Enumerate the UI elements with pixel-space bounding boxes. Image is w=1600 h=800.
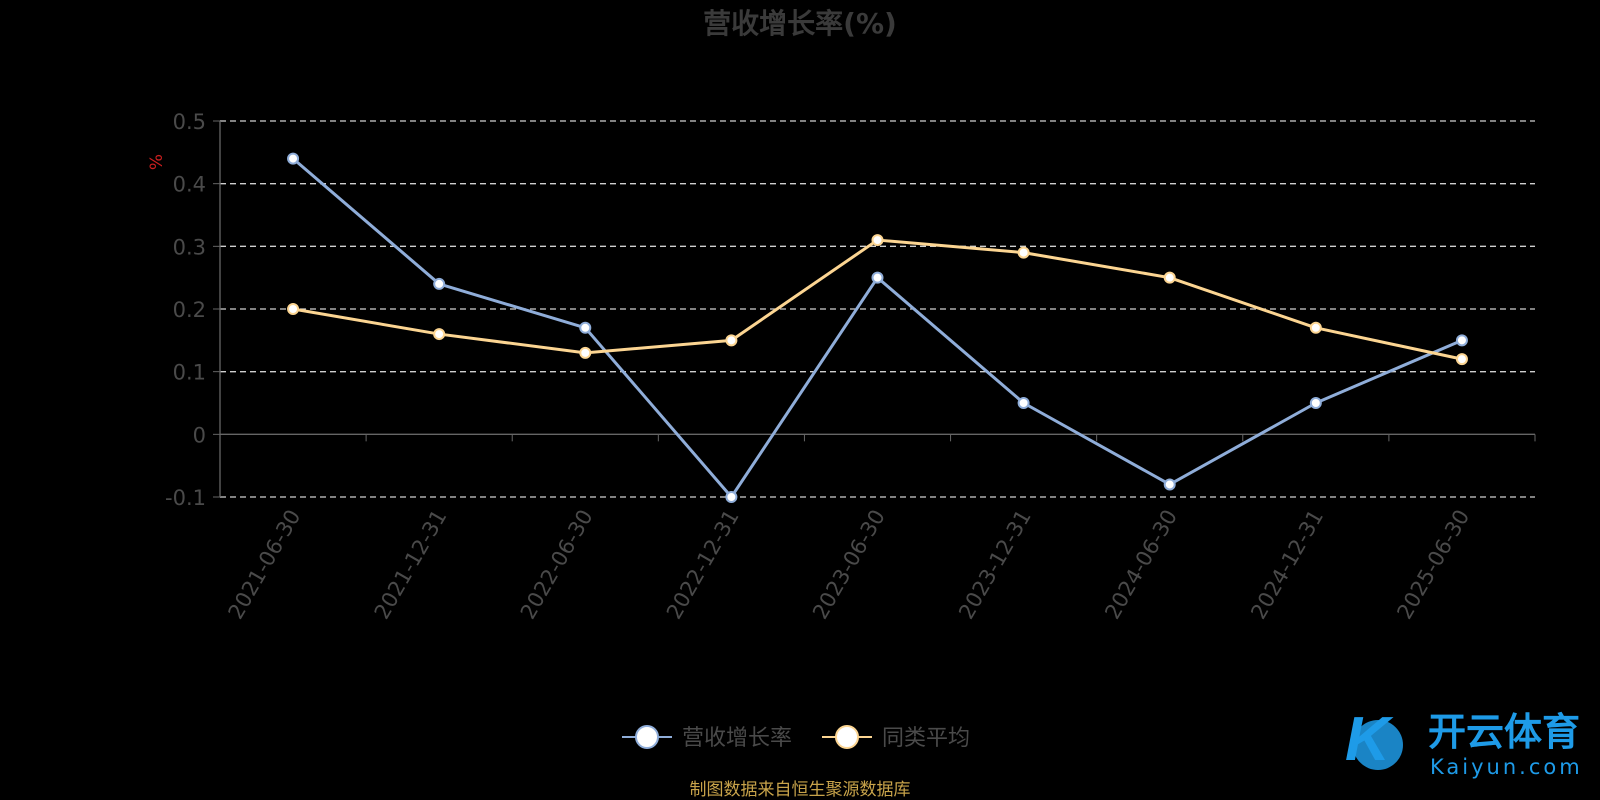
y-tick-label: 0	[193, 423, 206, 447]
legend-label-1: 同类平均	[882, 726, 970, 751]
y-tick-label: 0.5	[173, 110, 206, 134]
x-tick-label: 2021-06-30	[224, 506, 306, 624]
y-tick-label: 0.2	[173, 298, 206, 322]
watermark-name-cn: 开云体育	[1428, 710, 1580, 754]
series-line-0	[292, 157, 1463, 499]
data-point-0[interactable]	[1309, 397, 1322, 409]
y-tick-label: 0.3	[173, 235, 206, 259]
x-tick-label: 2023-06-30	[808, 506, 890, 624]
legend[interactable]: 营收增长率 同类平均	[622, 725, 970, 751]
watermark-name-en: Kaiyun.com	[1430, 755, 1583, 779]
legend-label-0: 营收增长率	[682, 726, 792, 751]
soccer-ball-icon	[1353, 720, 1403, 770]
data-point-0[interactable]	[579, 321, 592, 334]
data-point-0[interactable]	[287, 152, 300, 165]
data-point-1[interactable]	[1163, 271, 1176, 284]
y-tick-label: 0.1	[173, 361, 206, 385]
y-axis-unit: %	[147, 154, 167, 170]
data-point-1[interactable]	[287, 303, 300, 315]
chart-title: 营收增长率(%)	[703, 7, 897, 40]
legend-item-0[interactable]: 营收增长率	[622, 725, 792, 751]
y-tick-labels: 0.5 0.4 0.3 0.2 0.1 0 -0.1	[165, 110, 206, 510]
y-tick-label: -0.1	[165, 486, 206, 510]
data-point-0[interactable]	[1163, 478, 1176, 491]
x-tick-label: 2022-12-31	[662, 506, 744, 624]
legend-marker-1	[835, 725, 859, 749]
data-point-1[interactable]	[1309, 321, 1322, 334]
data-point-1[interactable]	[725, 334, 738, 347]
watermark-logo: K 开云体育 Kaiyun.com	[1345, 705, 1583, 779]
data-point-0[interactable]	[725, 491, 738, 503]
data-point-0[interactable]	[871, 271, 884, 284]
x-tick-label: 2022-06-30	[516, 506, 598, 624]
series-group	[287, 152, 1468, 503]
x-tick-label: 2024-06-30	[1100, 506, 1182, 624]
data-point-1[interactable]	[1455, 353, 1468, 366]
legend-item-1[interactable]: 同类平均	[822, 725, 970, 751]
grid-lines	[213, 120, 1535, 498]
x-tick-label: 2025-06-30	[1392, 506, 1474, 624]
series-line-1	[292, 238, 1463, 361]
data-source-note: 制图数据来自恒生聚源数据库	[690, 780, 911, 800]
legend-marker-0	[635, 725, 659, 749]
x-tick-label: 2024-12-31	[1246, 506, 1328, 624]
x-tick-labels: 2021-06-30 2021-12-31 2022-06-30 2022-12-31…	[224, 505, 1475, 623]
x-tick-label: 2021-12-31	[370, 505, 452, 623]
x-tick-label: 2023-12-31	[954, 506, 1036, 624]
y-tick-label: 0.4	[173, 173, 206, 197]
data-point-0[interactable]	[433, 277, 446, 290]
axes	[219, 121, 1536, 497]
data-point-1[interactable]	[433, 328, 446, 341]
data-point-0[interactable]	[1455, 334, 1468, 347]
data-point-1[interactable]	[579, 346, 592, 359]
data-point-1[interactable]	[1017, 246, 1030, 259]
data-point-1[interactable]	[871, 234, 884, 247]
k-logo-icon: K	[1345, 705, 1394, 774]
data-point-0[interactable]	[1017, 397, 1030, 409]
